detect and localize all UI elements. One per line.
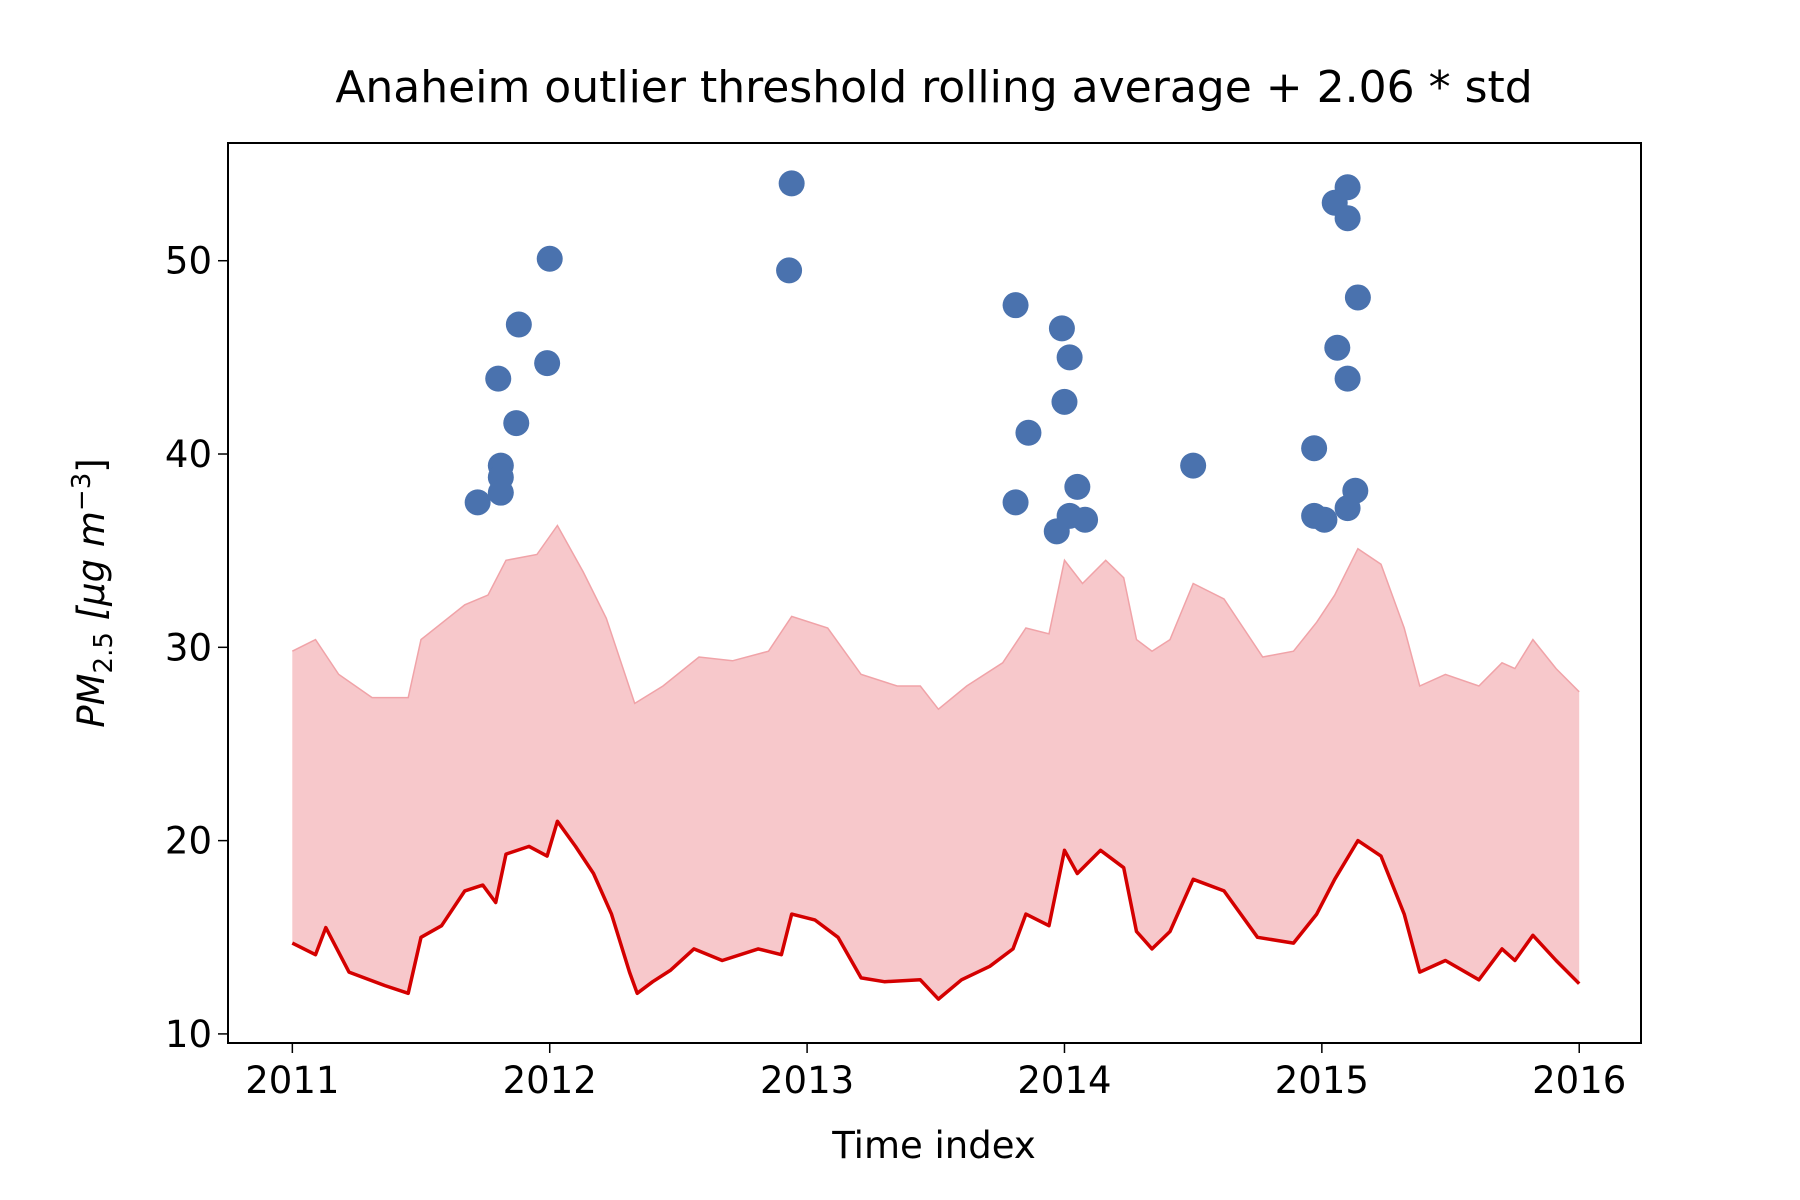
x-tick-label: 2016 xyxy=(1532,1059,1626,1102)
outlier-point xyxy=(505,311,532,338)
y-label-part: 2.5 xyxy=(89,632,119,673)
outlier-point xyxy=(1342,477,1369,504)
outlier-point xyxy=(1002,292,1029,319)
outlier-point xyxy=(485,365,512,392)
outlier-point xyxy=(1344,284,1371,311)
y-label-part: −3 xyxy=(67,473,97,511)
y-label-part: [μg m xyxy=(70,511,113,632)
outlier-point xyxy=(1180,452,1207,479)
y-label-part: ] xyxy=(70,458,113,472)
outlier-point xyxy=(1064,473,1091,500)
outlier-point xyxy=(503,410,530,437)
outlier-point xyxy=(776,257,803,284)
threshold-line xyxy=(291,524,1580,711)
outlier-point xyxy=(778,170,805,197)
outlier-point xyxy=(1072,506,1099,533)
outlier-point xyxy=(1311,506,1338,533)
axes-frame xyxy=(227,142,1642,1044)
outlier-point xyxy=(1334,205,1361,232)
outlier-point xyxy=(1051,388,1078,415)
y-tick-label: 50 xyxy=(165,240,212,283)
y-axis-label: PM2.5 [μg m−3] xyxy=(67,458,119,727)
outlier-point xyxy=(487,479,514,506)
x-tick-label: 2011 xyxy=(245,1059,339,1102)
outlier-point xyxy=(1056,344,1083,371)
outlier-point xyxy=(1334,174,1361,201)
outlier-point xyxy=(534,350,561,377)
y-tick-label: 40 xyxy=(165,433,212,476)
outlier-point xyxy=(1324,334,1351,361)
plot-area: 2011 2012 2013 2014 2015 2016 10 20 30 40 50 xyxy=(165,142,1642,1102)
y-tick-label: 30 xyxy=(165,626,212,669)
outlier-point xyxy=(1048,315,1075,342)
outlier-point xyxy=(1015,419,1042,446)
chart-title: Anaheim outlier threshold rolling averag… xyxy=(335,62,1532,113)
outlier-point xyxy=(464,489,491,516)
outlier-point xyxy=(1334,365,1361,392)
rolling-average-line xyxy=(291,819,1581,1001)
y-tick-label: 10 xyxy=(165,1013,212,1056)
x-axis-label: Time index xyxy=(831,1124,1036,1167)
y-tick-label: 20 xyxy=(165,820,212,863)
x-tick-label: 2015 xyxy=(1275,1059,1369,1102)
outlier-point xyxy=(1301,435,1328,462)
threshold-band xyxy=(292,525,1580,1000)
outlier-point xyxy=(1002,489,1029,516)
x-tick-label: 2012 xyxy=(503,1059,597,1102)
y-label-part: PM xyxy=(70,673,113,727)
x-tick-label: 2013 xyxy=(760,1059,854,1102)
outlier-point xyxy=(536,245,563,272)
x-tick-label: 2014 xyxy=(1017,1059,1111,1102)
